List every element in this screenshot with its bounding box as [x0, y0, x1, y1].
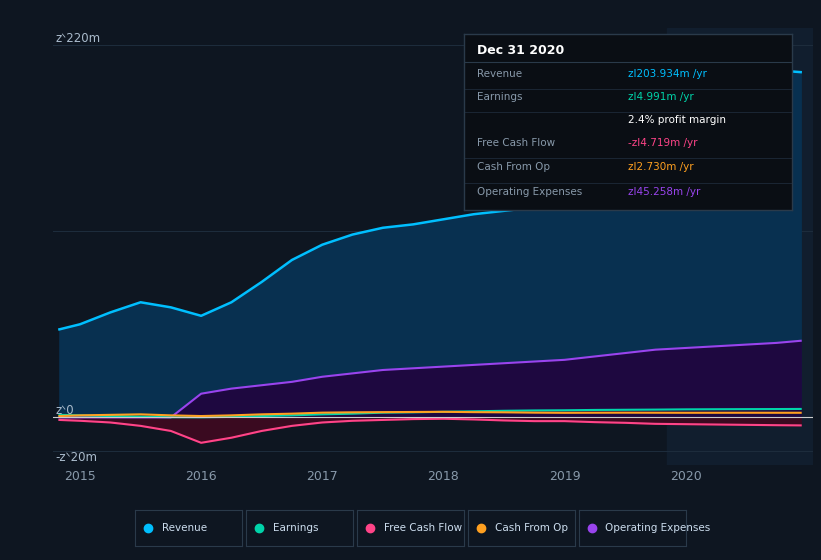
Text: Free Cash Flow: Free Cash Flow: [384, 523, 462, 533]
Text: Earnings: Earnings: [477, 92, 522, 102]
Text: Free Cash Flow: Free Cash Flow: [477, 138, 555, 148]
Text: zl2.730m /yr: zl2.730m /yr: [628, 162, 694, 172]
Text: Dec 31 2020: Dec 31 2020: [477, 44, 564, 57]
Text: Cash From Op: Cash From Op: [477, 162, 550, 172]
Text: -zl4.719m /yr: -zl4.719m /yr: [628, 138, 698, 148]
Text: 2.4% profit margin: 2.4% profit margin: [628, 115, 726, 125]
Bar: [667, 28, 813, 465]
Text: Earnings: Earnings: [273, 523, 319, 533]
Text: zl203.934m /yr: zl203.934m /yr: [628, 69, 707, 79]
Text: Revenue: Revenue: [163, 523, 207, 533]
Text: zᐠ0: zᐠ0: [56, 404, 75, 417]
Text: -zᐠ20m: -zᐠ20m: [56, 451, 98, 464]
Text: Revenue: Revenue: [477, 69, 522, 79]
Text: zl4.991m /yr: zl4.991m /yr: [628, 92, 694, 102]
Text: Operating Expenses: Operating Expenses: [606, 523, 711, 533]
Text: Cash From Op: Cash From Op: [495, 523, 567, 533]
Text: Operating Expenses: Operating Expenses: [477, 187, 582, 197]
Text: zl45.258m /yr: zl45.258m /yr: [628, 187, 700, 197]
Text: zᐠ220m: zᐠ220m: [56, 32, 101, 45]
